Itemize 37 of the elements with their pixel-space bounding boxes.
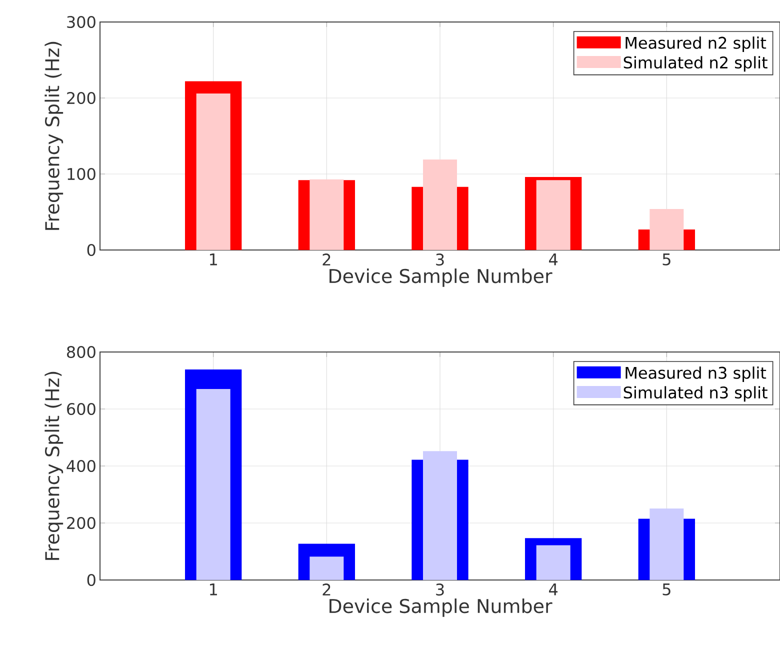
bar	[536, 545, 570, 580]
y-tick-label: 0	[87, 244, 96, 256]
x-tick-label: 1	[210, 254, 217, 266]
legend-label: Simulated n2 split	[624, 56, 768, 72]
bar	[423, 451, 457, 580]
bar	[423, 160, 457, 250]
x-tick-label: 2	[322, 584, 330, 596]
x-axis-title: Device Sample Number	[330, 598, 552, 617]
x-axis-title: Device Sample Number	[330, 268, 552, 287]
y-tick-label: 200	[67, 92, 96, 104]
y-tick-label: 600	[67, 402, 96, 416]
x-tick-label: 4	[549, 254, 558, 266]
x-tick-label: 2	[322, 254, 330, 266]
x-tick-label: 3	[436, 584, 444, 596]
x-tick-label: 1	[210, 584, 217, 596]
bar	[310, 556, 344, 580]
y-tick-label: 800	[67, 346, 96, 358]
legend-label: Measured n2 split	[626, 36, 766, 52]
y-tick-label: 400	[66, 460, 96, 472]
y-tick-label: 0	[87, 574, 96, 586]
legend-label: Measured n3 split	[626, 366, 766, 382]
bar	[650, 508, 684, 580]
y-axis-title: Frequency Split (Hz)	[44, 42, 64, 230]
bar	[196, 389, 230, 580]
x-tick-label: 3	[436, 254, 444, 266]
legend-label: Simulated n3 split	[624, 386, 768, 402]
y-tick-label: 100	[68, 168, 96, 180]
x-tick-label: 5	[662, 254, 670, 266]
bar	[310, 179, 344, 250]
y-tick-label: 300	[67, 16, 96, 28]
y-axis-title: Frequency Split (Hz)	[44, 372, 64, 560]
bar	[650, 208, 684, 250]
x-tick-label: 5	[662, 584, 670, 596]
x-tick-label: 4	[549, 584, 558, 596]
bar	[196, 93, 230, 250]
y-tick-label: 200	[67, 516, 96, 530]
bar	[536, 180, 570, 250]
